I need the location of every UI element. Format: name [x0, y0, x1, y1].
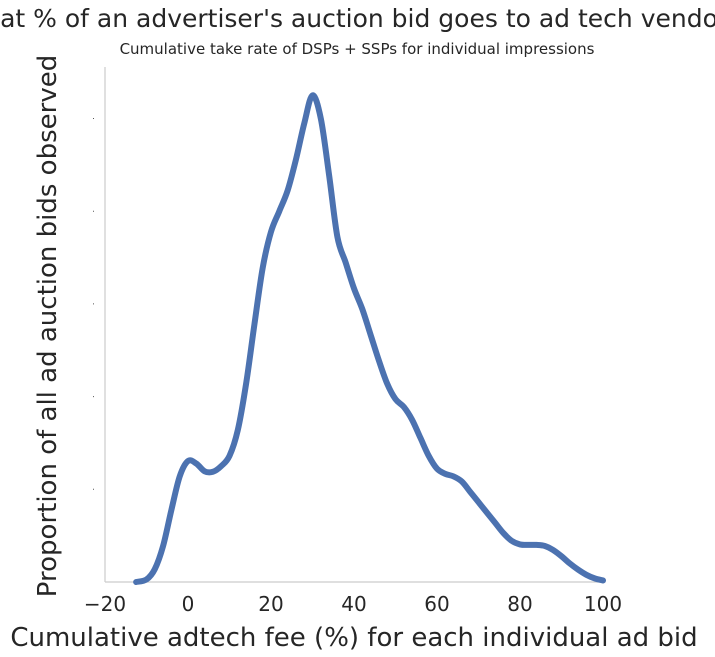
x-ticks: −20 0 20 40 60 80 100: [84, 592, 622, 616]
y-axis-label: Proportion of all ad auction bids observ…: [33, 55, 63, 597]
chart-title: What % of an advertiser's auction bid go…: [0, 4, 715, 33]
x-tick-label: 20: [258, 592, 283, 616]
x-tick-label: 80: [507, 592, 532, 616]
x-tick-label: 40: [341, 592, 366, 616]
x-tick-label: 0: [182, 592, 195, 616]
x-tick-label: 100: [584, 592, 622, 616]
density-line: [133, 92, 606, 585]
x-tick-label: −20: [84, 592, 126, 616]
chart-subtitle: Cumulative take rate of DSPs + SSPs for …: [120, 40, 595, 58]
x-tick-label: 60: [424, 592, 449, 616]
y-ticks: [93, 118, 94, 490]
x-axis-label: Cumulative adtech fee (%) for each indiv…: [10, 623, 697, 653]
